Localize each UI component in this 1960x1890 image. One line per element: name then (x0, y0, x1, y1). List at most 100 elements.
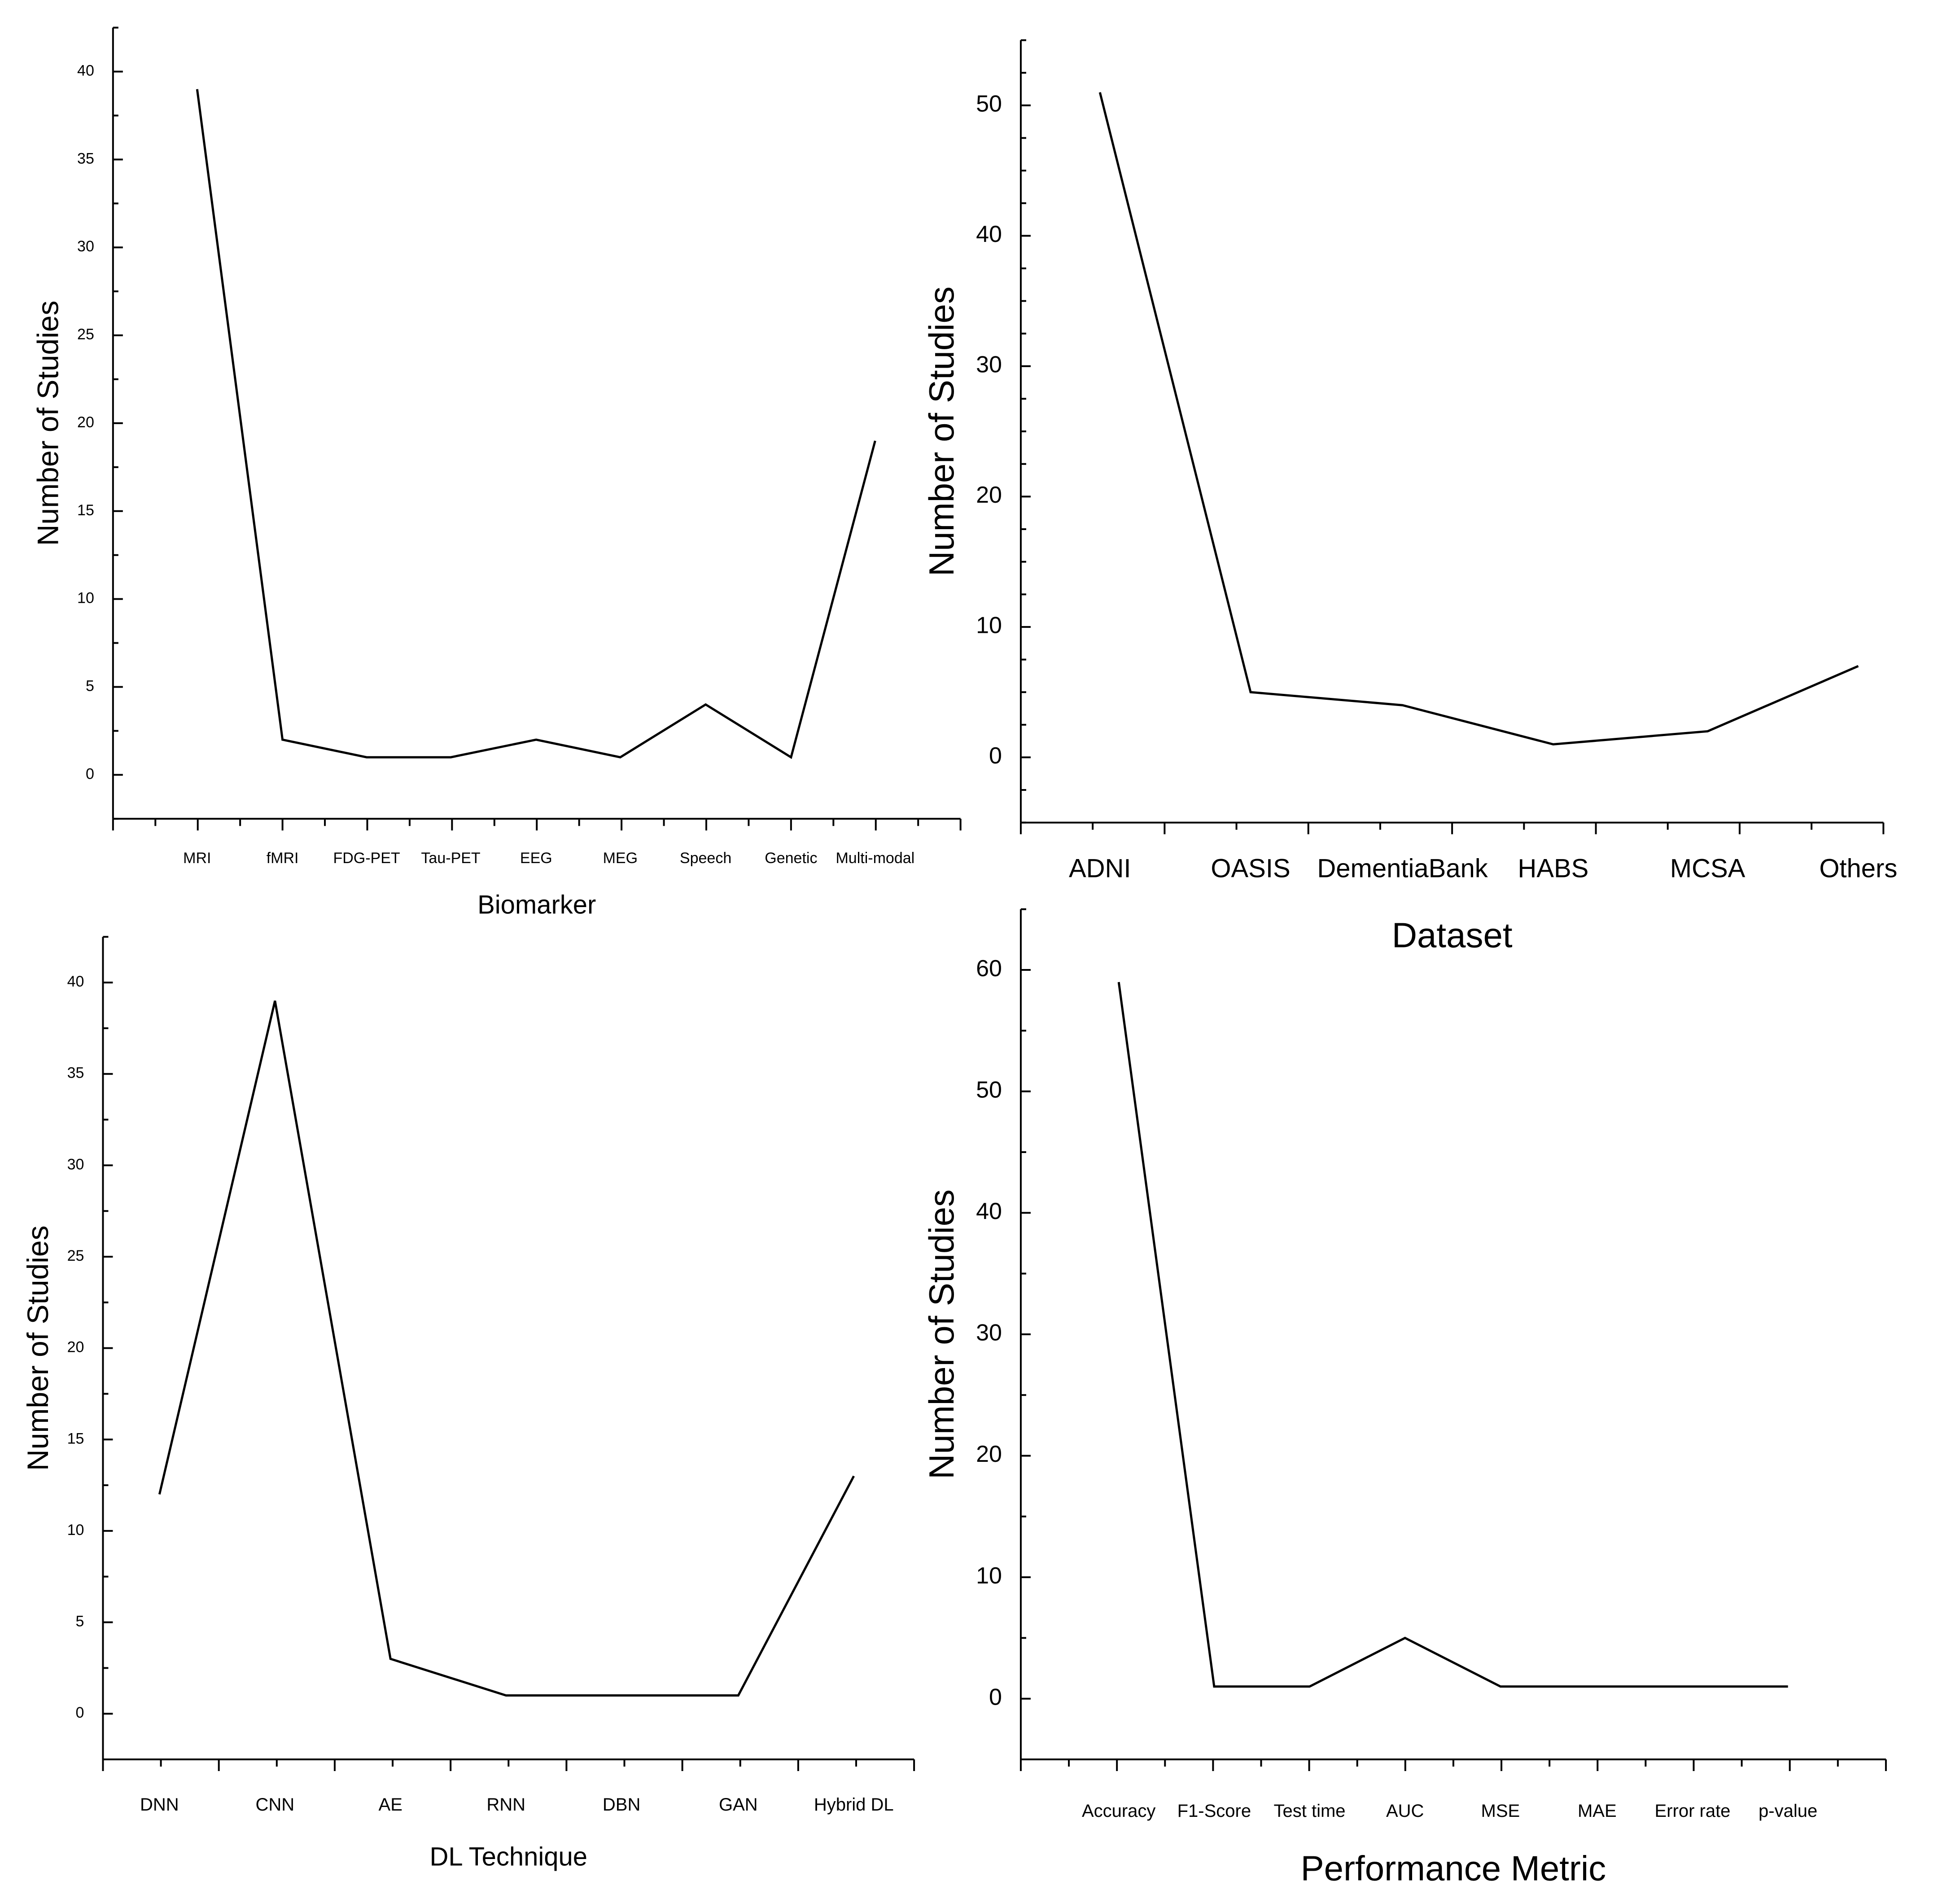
y-tick-label: 40 (77, 62, 94, 79)
y-tick-label: 40 (976, 221, 1002, 247)
x-tick-label: AUC (1386, 1801, 1424, 1821)
data-point-habs (1552, 743, 1554, 745)
y-tick-label: 0 (989, 1684, 1002, 1710)
chart-panel-bottom-right: 0 10 20 30 40 50 60 Accuracy F1-Score Test time AU… (922, 908, 1887, 1888)
x-tick-label: DBN (603, 1795, 640, 1815)
chart-panel-top-left: 0 5 10 15 20 25 30 35 40 MRI fMRI FDG-PET Tau-PET EEG… (31, 26, 962, 919)
data-point-gan (737, 1694, 739, 1697)
x-tick-label: Error rate (1655, 1801, 1731, 1821)
x-axis-title: Biomarker (477, 890, 596, 919)
data-point-tau-pet (450, 756, 452, 759)
x-tick-label: AE (379, 1795, 402, 1815)
data-point-hybrid-dl (853, 1475, 855, 1478)
x-tick-label: p-value (1759, 1801, 1817, 1821)
data-point-meg (619, 756, 621, 759)
y-tick-label: 50 (976, 91, 1002, 117)
data-point-genetic (790, 756, 792, 759)
x-tick-label: Accuracy (1082, 1801, 1156, 1821)
x-tick-label: OASIS (1211, 854, 1290, 883)
x-tick-label: MRI (183, 850, 211, 867)
data-point-eeg (535, 738, 538, 741)
data-point-dementiabank (1401, 704, 1404, 706)
x-tick-label: Test time (1274, 1801, 1346, 1821)
y-tick-label: 10 (976, 1563, 1002, 1589)
y-tick-label: 20 (67, 1339, 84, 1356)
x-tick-label: Tau-PET (421, 850, 480, 867)
data-point-fmri (281, 738, 284, 741)
x-tick-label: FDG-PET (333, 850, 400, 867)
series-line (158, 1000, 855, 1697)
x-tick-label: fMRI (267, 850, 299, 867)
y-tick-label: 40 (976, 1198, 1002, 1224)
y-tick-label: 60 (976, 956, 1002, 982)
data-point-auc (1404, 1636, 1406, 1639)
chart-panel-bottom-left: 0 5 10 15 20 25 30 35 40 DNN CNN AE RNN DBN GAN Hybrid … (21, 936, 915, 1871)
chart-panel-top-right: 0 10 20 30 40 50 ADNI OASIS DementiaBank HABS MCSA… (922, 39, 1897, 955)
y-tick-label: 20 (976, 1441, 1002, 1467)
y-tick-label: 50 (976, 1077, 1002, 1103)
x-tick-label: GAN (719, 1795, 758, 1815)
x-tick-label: Speech (680, 850, 731, 867)
data-point-oasis (1249, 691, 1252, 693)
y-tick-label: 35 (67, 1065, 84, 1082)
x-tick-label: RNN (486, 1795, 525, 1815)
data-point-dbn (620, 1694, 623, 1697)
y-axis-title: Number of Studies (21, 1225, 54, 1471)
data-point-error-rate (1691, 1685, 1694, 1688)
data-point-f1-score (1213, 1685, 1216, 1688)
x-tick-label: DementiaBank (1317, 854, 1488, 883)
y-tick-label: 10 (67, 1522, 84, 1539)
y-tick-label: 0 (989, 743, 1002, 769)
x-tick-label: Genetic (765, 850, 817, 867)
y-axis-title: Number of Studies (922, 286, 961, 576)
x-tick-label: EEG (520, 850, 552, 867)
data-point-p-value (1787, 1685, 1789, 1688)
data-point-adni (1098, 91, 1101, 94)
data-point-test-time (1308, 1685, 1311, 1688)
data-point-multi-modal (874, 439, 876, 442)
y-tick-label: 0 (76, 1704, 84, 1721)
data-point-rnn (505, 1694, 508, 1697)
series-line (1117, 982, 1788, 1688)
x-tick-label: HABS (1518, 854, 1588, 883)
y-tick-label: 0 (86, 765, 94, 782)
x-axis-title: Performance Metric (1301, 1849, 1606, 1888)
data-point-mae (1596, 1685, 1598, 1688)
y-tick-label: 5 (76, 1613, 84, 1630)
data-point-speech (704, 703, 707, 706)
data-point-dnn (158, 1493, 161, 1495)
x-tick-label: DNN (140, 1795, 179, 1815)
y-tick-label: 15 (67, 1430, 84, 1447)
y-axis-title: Number of Studies (922, 1189, 961, 1479)
x-axis-title: Dataset (1392, 916, 1513, 955)
x-tick-label: MCSA (1670, 854, 1746, 883)
y-tick-label: 40 (67, 973, 84, 990)
data-point-accuracy (1117, 981, 1120, 983)
data-point-mri (196, 88, 198, 91)
y-tick-label: 20 (77, 414, 94, 431)
x-axis-title: DL Technique (430, 1842, 587, 1871)
y-tick-label: 10 (77, 590, 94, 607)
series-line (196, 89, 876, 759)
y-tick-label: 25 (67, 1247, 84, 1264)
x-tick-label: ADNI (1069, 854, 1131, 883)
y-tick-label: 25 (77, 326, 94, 343)
x-tick-label: Hybrid DL (814, 1795, 894, 1815)
y-axis-title: Number of Studies (31, 301, 64, 546)
x-tick-label: MEG (603, 850, 638, 867)
y-tick-label: 30 (77, 238, 94, 255)
x-tick-label: MSE (1481, 1801, 1520, 1821)
y-tick-label: 20 (976, 482, 1002, 508)
data-point-fdg-pet (365, 756, 368, 759)
data-point-ae (389, 1658, 392, 1660)
data-point-mcsa (1706, 730, 1709, 732)
y-tick-label: 30 (976, 1320, 1002, 1346)
x-tick-label: MAE (1578, 1801, 1617, 1821)
y-tick-label: 10 (976, 613, 1002, 639)
data-point-cnn (274, 1000, 276, 1002)
y-tick-label: 5 (86, 677, 94, 694)
data-point-others (1857, 665, 1859, 667)
x-tick-label: Multi-modal (836, 850, 914, 867)
data-point-mse (1499, 1685, 1502, 1688)
